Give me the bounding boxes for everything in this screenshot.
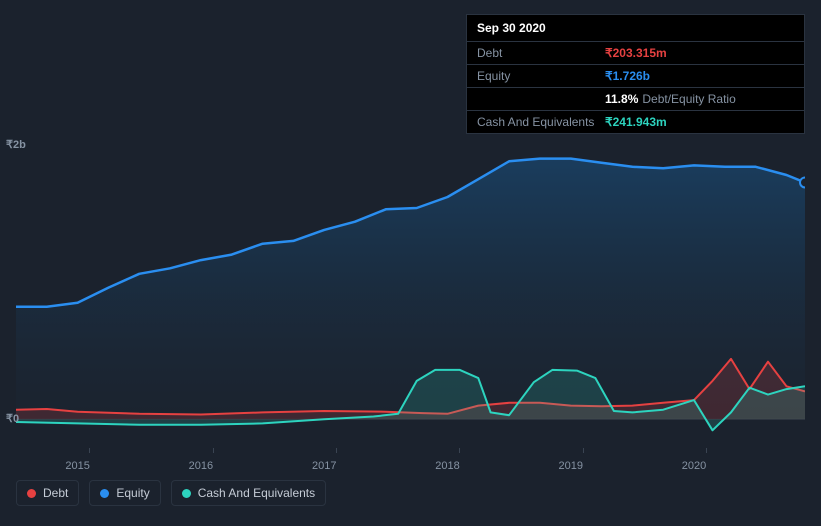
tooltip-value: ₹1.726b	[605, 69, 650, 83]
x-axis-tick: 2016	[201, 448, 225, 474]
x-axis-label: 2016	[189, 460, 213, 472]
tooltip-value: ₹203.315m	[605, 46, 667, 60]
x-axis-tick: 2019	[571, 448, 595, 474]
x-axis-tick: 2015	[78, 448, 102, 474]
x-axis-label: 2019	[559, 460, 583, 472]
legend-label: Debt	[43, 486, 68, 500]
legend-item[interactable]: Equity	[89, 480, 160, 506]
legend-item[interactable]: Cash And Equivalents	[171, 480, 326, 506]
x-axis-tick: 2020	[694, 448, 718, 474]
x-axis-label: 2020	[682, 460, 706, 472]
tooltip-date: Sep 30 2020	[467, 15, 804, 41]
tooltip-sublabel: Debt/Equity Ratio	[642, 92, 735, 106]
tooltip-row: Cash And Equivalents₹241.943m	[467, 110, 804, 133]
tooltip-value: ₹241.943m	[605, 115, 667, 129]
legend-label: Cash And Equivalents	[198, 486, 315, 500]
x-axis-label: 2017	[312, 460, 336, 472]
tooltip-row: Debt₹203.315m	[467, 41, 804, 64]
chart-tooltip: Sep 30 2020 Debt₹203.315mEquity₹1.726b11…	[466, 14, 805, 134]
legend-label: Equity	[116, 486, 149, 500]
legend-dot	[27, 489, 36, 498]
tooltip-row: Equity₹1.726b	[467, 64, 804, 87]
tooltip-value: 11.8%	[605, 92, 638, 106]
tooltip-label	[477, 92, 605, 106]
x-axis-tick: 2017	[324, 448, 348, 474]
legend-dot	[100, 489, 109, 498]
chart-svg	[16, 138, 805, 433]
x-axis-label: 2015	[65, 460, 89, 472]
legend-dot	[182, 489, 191, 498]
tooltip-label: Debt	[477, 46, 605, 60]
tooltip-label: Equity	[477, 69, 605, 83]
y-axis-label: ₹2b	[6, 138, 26, 151]
x-axis-label: 2018	[435, 460, 459, 472]
y-axis-label: ₹0	[6, 412, 19, 425]
chart-legend: Debt Equity Cash And Equivalents	[16, 480, 326, 506]
tooltip-row: 11.8% Debt/Equity Ratio	[467, 87, 804, 110]
chart-plot-area	[16, 138, 805, 468]
legend-item[interactable]: Debt	[16, 480, 79, 506]
x-axis: 201520162017201820192020	[16, 448, 805, 468]
tooltip-label: Cash And Equivalents	[477, 115, 605, 129]
x-axis-tick: 2018	[447, 448, 471, 474]
